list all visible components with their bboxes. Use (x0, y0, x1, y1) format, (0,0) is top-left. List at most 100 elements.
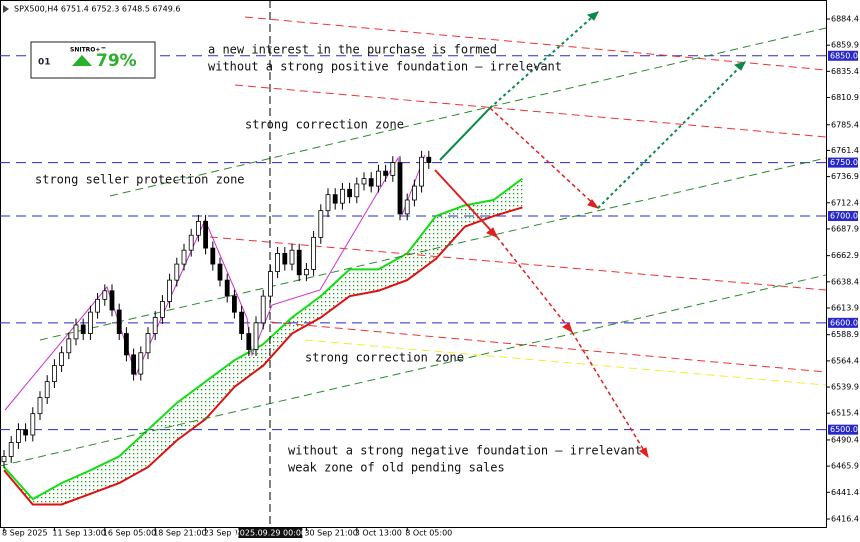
candle-body (66, 338, 72, 354)
candle-body (124, 333, 129, 356)
candle-body (145, 333, 151, 354)
annotation: strong correction zone (305, 351, 464, 365)
title-icon (3, 5, 9, 13)
candle-body (217, 263, 223, 281)
y-tick-label: 6588.9 (831, 330, 859, 339)
candle-body (152, 317, 158, 334)
y-tick-label: 6884.4 (831, 15, 859, 24)
candle-body (23, 429, 29, 436)
y-tick-label: 6662.9 (831, 251, 859, 260)
candle-body (411, 185, 417, 201)
level-label-box (828, 424, 858, 435)
candle-body (282, 253, 288, 265)
candle-body (159, 301, 165, 318)
widget-arrow (72, 55, 92, 66)
candle-body (102, 290, 108, 300)
candle-body (375, 170, 381, 187)
crosshair-label: 2025.09.29 00:00 (235, 529, 306, 538)
widget-name: SNITRO+™ (70, 47, 106, 54)
candle-body (368, 178, 374, 187)
y-tick-label: 6539.9 (831, 383, 859, 392)
candle-body (88, 311, 93, 334)
trend-line (304, 339, 827, 386)
annotation: weak zone of old pending sales (288, 461, 505, 475)
candle-body (339, 188, 345, 204)
trend-line (39, 157, 827, 341)
candle-body (267, 271, 273, 297)
candle-body (275, 253, 281, 272)
candle-body (260, 295, 266, 324)
arrow-head (562, 322, 573, 334)
x-tick-label: 3 Oct 13:00 (355, 529, 402, 538)
y-tick-label: 6490.4 (831, 435, 859, 444)
widget-period: 01 (38, 58, 51, 68)
candle-body (109, 290, 115, 311)
level-label-box (828, 50, 858, 61)
candle-body (116, 309, 122, 334)
candle-body (80, 324, 86, 334)
level-label-box (828, 211, 858, 222)
y-tick-label: 6613.9 (831, 303, 859, 312)
candle-body (59, 352, 64, 366)
y-tick-label: 6441.4 (831, 488, 859, 497)
arrow-head (587, 199, 600, 209)
x-tick-label: 18 Sep 21:00 (153, 529, 206, 538)
title-block: SPX500,H4 6751.4 6752.3 6748.5 6749.6 (3, 5, 180, 14)
candle-body (347, 188, 353, 198)
y-tick-label: 6638.4 (831, 277, 859, 286)
arrow-head (639, 447, 649, 459)
x-tick-label: 11 Sep 13:00 (52, 529, 105, 538)
candle-body (383, 170, 389, 176)
candle-body (231, 295, 237, 313)
y-tick-label: 6465.9 (831, 462, 859, 471)
candle-body (397, 162, 403, 215)
candle-body (210, 247, 216, 265)
cloud-line-b (3, 206, 523, 506)
trend-line (109, 27, 827, 197)
candle-body (253, 322, 259, 350)
annotation: without a strong positive foundation – i… (208, 60, 562, 74)
arrow (597, 61, 746, 209)
candle-body (138, 352, 144, 375)
arrow (489, 11, 599, 109)
y-tick-label: 6416.4 (831, 514, 859, 523)
candle-body (246, 333, 252, 350)
candle-body (167, 279, 173, 302)
y-tick-label: 6810.9 (831, 93, 859, 102)
candle-body (318, 210, 324, 238)
chart-title: SPX500,H4 6751.4 6752.3 6748.5 6749.6 (14, 5, 180, 14)
candle-body (311, 236, 317, 270)
arrow (439, 107, 491, 161)
widget: SNITRO+™ 01 79% (30, 41, 156, 79)
candle-body (131, 354, 137, 375)
candle-body (15, 429, 21, 443)
x-tick-label: 23 Sep 13:00 (204, 529, 257, 538)
level-label: 6750.0 (830, 158, 858, 167)
level-label-box (828, 157, 858, 168)
arrow (571, 331, 649, 458)
annotation: strong correction zone (245, 118, 404, 132)
y-tick-label: 6859.9 (831, 41, 859, 50)
annotation: a new interest in the purchase is formed (208, 43, 497, 57)
arrow (496, 236, 573, 333)
x-tick-label: 30 Sep 21:00 (304, 529, 357, 538)
widget-box (30, 41, 156, 79)
trend-line (244, 16, 827, 71)
annotation: without a strong negative foundation – i… (288, 444, 642, 458)
candle-body (195, 220, 201, 236)
candle-body (426, 156, 432, 163)
x-tick-label: 8 Oct 05:00 (405, 529, 452, 538)
trend-line (269, 321, 827, 373)
candle-body (181, 249, 187, 265)
candle-body (174, 263, 180, 281)
y-tick-label: 6785.4 (831, 120, 859, 129)
candle-body (1, 455, 7, 463)
level-label: 6700.0 (830, 212, 858, 221)
y-tick-label: 6687.9 (831, 224, 859, 233)
arrow (489, 107, 599, 209)
y-tick-label: 6564.4 (831, 356, 859, 365)
candle-body (52, 365, 57, 383)
candle-body (390, 162, 396, 176)
candle-body (296, 249, 302, 276)
